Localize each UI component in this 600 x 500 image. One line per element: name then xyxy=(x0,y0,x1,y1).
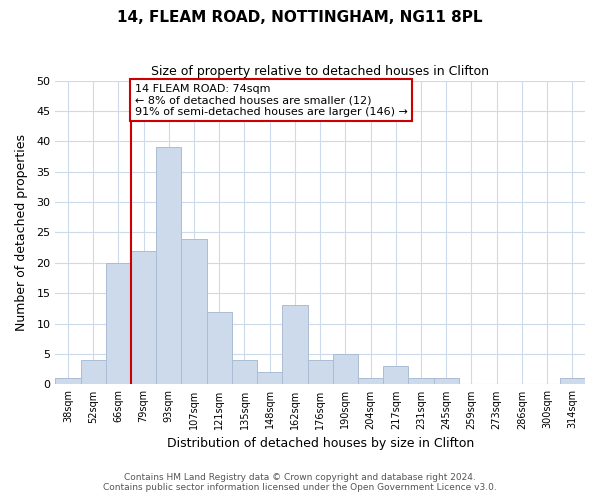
Bar xyxy=(257,372,283,384)
Bar xyxy=(156,148,181,384)
X-axis label: Distribution of detached houses by size in Clifton: Distribution of detached houses by size … xyxy=(167,437,474,450)
Bar xyxy=(106,263,131,384)
Bar xyxy=(383,366,409,384)
Bar xyxy=(232,360,257,384)
Title: Size of property relative to detached houses in Clifton: Size of property relative to detached ho… xyxy=(151,65,489,78)
Bar xyxy=(560,378,585,384)
Bar xyxy=(181,238,206,384)
Bar xyxy=(409,378,434,384)
Text: 14 FLEAM ROAD: 74sqm
← 8% of detached houses are smaller (12)
91% of semi-detach: 14 FLEAM ROAD: 74sqm ← 8% of detached ho… xyxy=(135,84,407,117)
Bar xyxy=(131,250,156,384)
Bar xyxy=(434,378,459,384)
Bar xyxy=(308,360,333,384)
Text: Contains HM Land Registry data © Crown copyright and database right 2024.
Contai: Contains HM Land Registry data © Crown c… xyxy=(103,473,497,492)
Y-axis label: Number of detached properties: Number of detached properties xyxy=(15,134,28,331)
Bar xyxy=(283,306,308,384)
Bar xyxy=(333,354,358,384)
Text: 14, FLEAM ROAD, NOTTINGHAM, NG11 8PL: 14, FLEAM ROAD, NOTTINGHAM, NG11 8PL xyxy=(117,10,483,25)
Bar xyxy=(80,360,106,384)
Bar xyxy=(55,378,80,384)
Bar xyxy=(206,312,232,384)
Bar xyxy=(358,378,383,384)
